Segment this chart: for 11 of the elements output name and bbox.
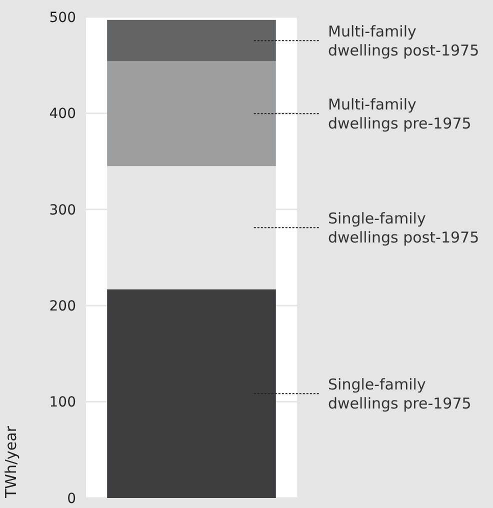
y-tick-label: 100 bbox=[49, 394, 76, 411]
y-tick-label: 400 bbox=[49, 106, 76, 122]
text: Single-family dwellings pre-1975 bbox=[328, 376, 472, 413]
y-tick-label: 500 bbox=[49, 10, 76, 26]
text: Multi-family dwellings post-1975 bbox=[328, 22, 480, 60]
y-tick-label: 200 bbox=[49, 298, 76, 314]
y-axis-title: TWh/year bbox=[2, 425, 20, 499]
y-tick-label: 300 bbox=[49, 202, 76, 218]
text: Single-family dwellings post-1975 bbox=[328, 210, 480, 247]
y-tick-label: 0 bbox=[67, 490, 76, 507]
text: Multi-family dwellings pre-1975 bbox=[328, 96, 472, 133]
